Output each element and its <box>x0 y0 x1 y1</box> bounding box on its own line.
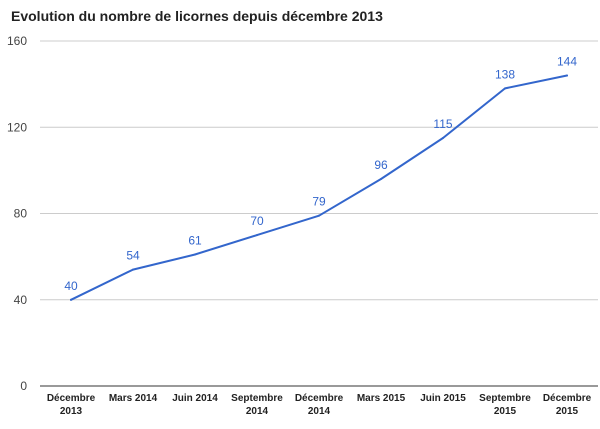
data-label: 40 <box>64 279 78 293</box>
data-point <box>194 253 196 256</box>
data-label: 70 <box>250 214 264 228</box>
y-tick-label: 80 <box>14 207 28 221</box>
data-label: 61 <box>188 233 202 247</box>
data-point <box>70 298 72 301</box>
x-category-label: Décembre 2015 <box>543 393 592 417</box>
x-category-label: Décembre 2013 <box>47 393 96 417</box>
data-point <box>504 87 506 90</box>
data-label: 79 <box>312 195 326 209</box>
chart-title: Evolution du nombre de licornes depuis d… <box>11 8 383 24</box>
x-category-label: Mars 2014 <box>109 393 158 404</box>
x-axis-category-labels: Décembre 2013 Mars 2014 Juin 2014 Septembre 2… <box>47 393 592 417</box>
data-label: 96 <box>374 158 388 172</box>
series-layer <box>70 74 568 301</box>
y-tick-label: 160 <box>7 34 27 48</box>
x-category-label: Juin 2015 <box>420 393 466 404</box>
x-category-label: Septembre 2014 <box>231 393 283 417</box>
y-tick-label: 120 <box>7 120 27 134</box>
y-tick-label: 0 <box>20 379 27 393</box>
data-point <box>566 74 568 77</box>
data-point <box>442 137 444 140</box>
y-tick-label: 40 <box>14 293 28 307</box>
x-category-label: Décembre 2014 <box>295 393 344 417</box>
data-labels: 40 54 61 70 79 96 115 138 144 <box>64 55 577 293</box>
x-category-label: Septembre 2015 <box>479 393 531 417</box>
data-label: 144 <box>557 55 577 69</box>
data-point <box>380 178 382 180</box>
series-line <box>70 74 568 301</box>
data-label: 115 <box>433 117 452 131</box>
data-label: 54 <box>126 249 140 263</box>
gridlines <box>40 40 598 387</box>
y-axis-tick-labels: 0 40 80 120 160 <box>7 34 27 393</box>
data-label: 138 <box>495 67 515 81</box>
data-point <box>132 268 134 271</box>
x-category-label: Mars 2015 <box>357 393 406 404</box>
data-point <box>318 214 320 217</box>
x-category-label: Juin 2014 <box>172 393 218 404</box>
data-point <box>256 234 258 237</box>
